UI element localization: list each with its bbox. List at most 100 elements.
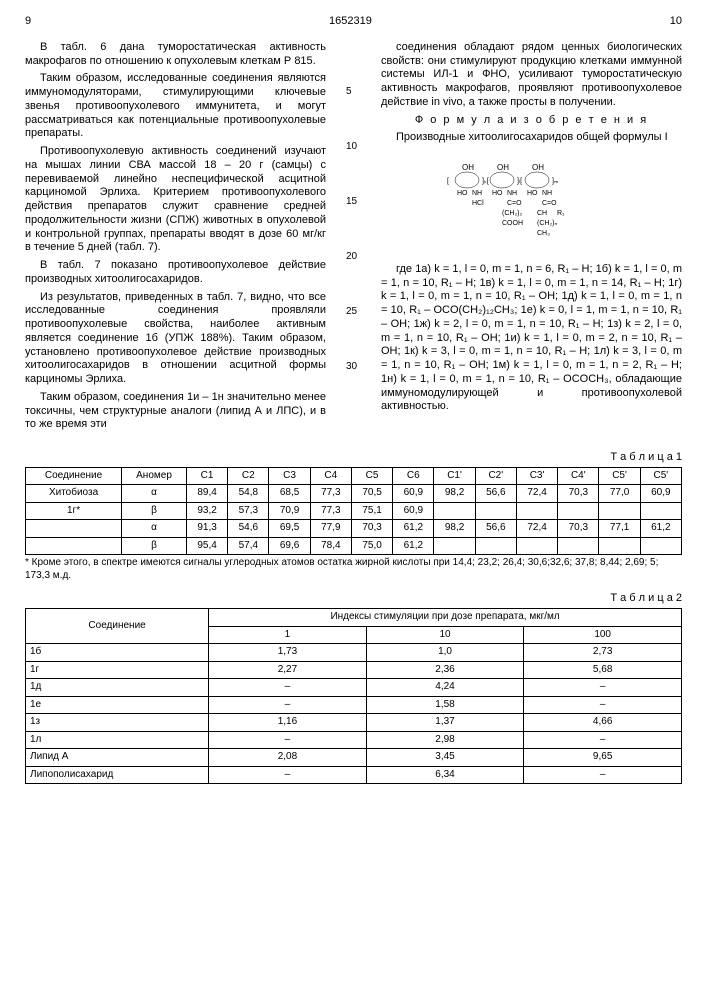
svg-text:CH₃: CH₃ (537, 230, 550, 237)
td: 2,36 (366, 661, 524, 679)
td: 69,5 (269, 520, 310, 538)
table-row: Хитобиозаα89,454,868,577,370,560,998,256… (26, 485, 682, 503)
paragraph: Таким образом, соединения 1и – 1н значит… (25, 391, 326, 432)
th: С5' (599, 467, 640, 485)
td (26, 520, 122, 538)
th: 1 (209, 626, 367, 644)
right-column: соединения обладают рядом ценных биологи… (381, 41, 682, 436)
td: 5,68 (524, 661, 682, 679)
table-row: 1д–4,24– (26, 679, 682, 697)
td: 1,16 (209, 714, 367, 732)
th: 10 (366, 626, 524, 644)
td: 56,6 (475, 485, 516, 503)
td: α (122, 520, 187, 538)
td: β (122, 502, 187, 520)
svg-text:CH: CH (537, 210, 547, 217)
svg-text:C=O: C=O (542, 200, 557, 207)
svg-text:]ₖ[: ]ₖ[ (482, 178, 489, 185)
table-row: β95,457,469,678,475,061,2 (26, 537, 682, 555)
page-header: 9 1652319 10 (25, 15, 682, 29)
td: 75,1 (351, 502, 392, 520)
td: – (209, 696, 367, 714)
table1-label: Т а б л и ц а 1 (25, 451, 682, 465)
td: 60,9 (640, 485, 681, 503)
svg-text:COOH: COOH (502, 220, 523, 227)
td (558, 537, 599, 555)
table-header-row: Соединение Аномер С1 С2 С3 С4 С5 С6 С1' … (26, 467, 682, 485)
td: 1,0 (366, 644, 524, 662)
chemical-structure: OHOHOH []ₖ[ ]ₗ[]ₘ HONH HONH HONH HCl C=O… (381, 155, 682, 253)
svg-text:NH: NH (507, 190, 517, 197)
table2: Соединение Индексы стимуляции при дозе п… (25, 608, 682, 784)
td: 4,66 (524, 714, 682, 732)
svg-text:C=O: C=O (507, 200, 522, 207)
svg-text:(CH₂)ₙ: (CH₂)ₙ (537, 220, 557, 227)
svg-text:HO: HO (492, 190, 503, 197)
paragraph: соединения обладают рядом ценных биологи… (381, 41, 682, 110)
td: 2,98 (366, 731, 524, 749)
td: 70,3 (558, 520, 599, 538)
td: β (122, 537, 187, 555)
td: 1,58 (366, 696, 524, 714)
paragraph: Таким образом, исследованные соединения … (25, 72, 326, 141)
td: 1з (26, 714, 209, 732)
th: С2 (228, 467, 269, 485)
td (516, 502, 557, 520)
td: 1г* (26, 502, 122, 520)
table-row: 1л–2,98– (26, 731, 682, 749)
td: 69,6 (269, 537, 310, 555)
th: Индексы стимуляции при дозе препарата, м… (209, 609, 682, 627)
td: – (524, 679, 682, 697)
th: С6 (393, 467, 434, 485)
line-marker: 15 (346, 196, 357, 209)
td: 70,5 (351, 485, 392, 503)
td (558, 502, 599, 520)
table-row: 1з1,161,374,66 (26, 714, 682, 732)
td: Липополисахарид (26, 766, 209, 784)
td: 72,4 (516, 485, 557, 503)
line-markers: 5 10 15 20 25 30 (346, 41, 361, 436)
td (640, 537, 681, 555)
td: 1е (26, 696, 209, 714)
td: 57,3 (228, 502, 269, 520)
svg-text:[: [ (447, 178, 449, 185)
th: С3' (516, 467, 557, 485)
paragraph: Из результатов, приведенных в табл. 7, в… (25, 291, 326, 387)
paragraph: Производные хитоолигосахаридов общей фор… (381, 131, 682, 145)
th: С4' (558, 467, 599, 485)
td: 4,24 (366, 679, 524, 697)
td: 9,65 (524, 749, 682, 767)
td: 1,37 (366, 714, 524, 732)
th: С5 (351, 467, 392, 485)
td: 2,73 (524, 644, 682, 662)
td: 98,2 (434, 520, 475, 538)
table2-label: Т а б л и ц а 2 (25, 592, 682, 606)
td: 77,3 (310, 502, 351, 520)
table-row: 1г2,272,365,68 (26, 661, 682, 679)
svg-text:HO: HO (457, 190, 468, 197)
svg-text:OH: OH (462, 163, 474, 172)
td: 1б (26, 644, 209, 662)
line-marker: 5 (346, 86, 352, 99)
td: 56,6 (475, 520, 516, 538)
td: 60,9 (393, 502, 434, 520)
td: 70,9 (269, 502, 310, 520)
line-marker: 10 (346, 141, 357, 154)
td: 89,4 (186, 485, 227, 503)
th: С3 (269, 467, 310, 485)
td: 70,3 (558, 485, 599, 503)
text-columns: В табл. 6 дана туморостатическая активно… (25, 41, 682, 436)
td: – (209, 766, 367, 784)
td: 75,0 (351, 537, 392, 555)
td: – (209, 679, 367, 697)
td: 61,2 (393, 520, 434, 538)
td: 91,3 (186, 520, 227, 538)
table-row: 1б1,731,02,73 (26, 644, 682, 662)
td: 1л (26, 731, 209, 749)
td: – (209, 731, 367, 749)
td: 93,2 (186, 502, 227, 520)
th: С1 (186, 467, 227, 485)
svg-text:NH: NH (472, 190, 482, 197)
td: 77,9 (310, 520, 351, 538)
td: 70,3 (351, 520, 392, 538)
